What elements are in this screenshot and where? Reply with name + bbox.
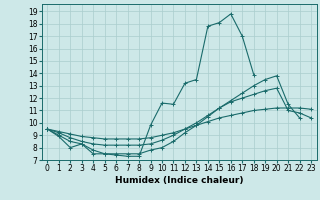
X-axis label: Humidex (Indice chaleur): Humidex (Indice chaleur) xyxy=(115,176,244,185)
